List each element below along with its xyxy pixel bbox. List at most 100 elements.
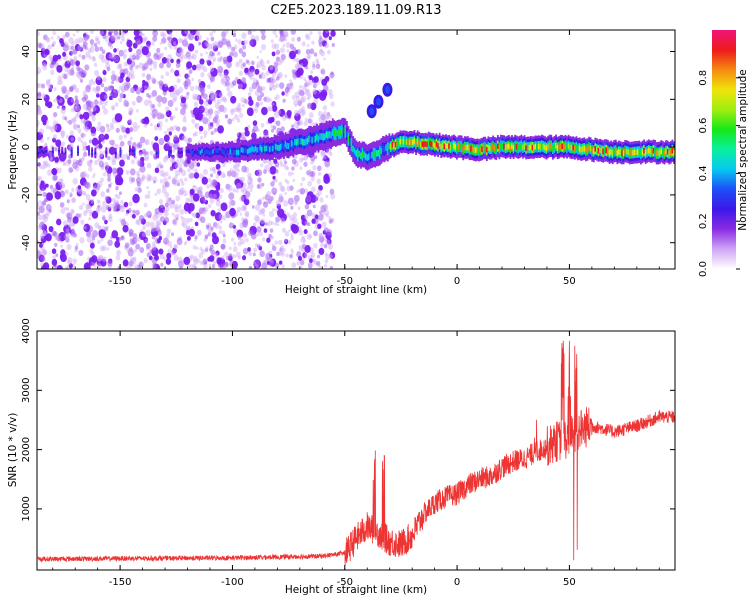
noise-speckle [268,261,273,267]
noise-speckle [295,57,300,63]
noise-speckle [139,247,145,254]
noise-speckle [150,122,153,127]
noise-speckle [178,86,184,94]
noise-speckle [239,238,246,245]
noise-speckle [166,30,173,35]
track-cell [416,138,419,145]
noise-speckle [122,224,129,233]
noise-speckle [89,233,94,239]
noise-speckle [43,213,49,220]
noise-speckle [188,228,195,237]
noise-speckle [230,109,235,115]
track-cell [350,141,353,148]
track-cell [397,140,400,147]
noise-speckle [140,178,144,183]
y-tick-label: -40 [21,235,32,251]
noise-speckle [329,265,333,269]
noise-speckle [92,229,99,238]
noise-speckle [146,186,149,190]
noise-speckle [232,188,237,193]
noise-speckle [287,197,294,206]
noise-speckle [115,127,120,133]
noise-speckle [237,102,241,107]
noise-speckle [127,248,132,254]
noise-speckle [239,212,243,216]
track-cell [281,142,284,149]
noise-speckle [173,95,178,101]
noise-speckle [49,84,54,89]
track-cell [179,151,182,155]
noise-speckle [71,197,77,204]
noise-speckle [250,69,256,77]
noise-speckle [167,41,173,48]
noise-speckle [228,246,232,251]
noise-speckle [37,109,41,116]
noise-speckle [61,141,66,146]
noise-speckle [278,193,283,199]
track-cell [592,148,595,154]
noise-speckle [46,37,50,42]
noise-speckle [52,137,57,143]
noise-speckle [47,44,52,50]
noise-speckle [262,237,266,242]
track-cell [616,150,619,156]
track-cell [239,149,241,156]
noise-speckle [192,107,200,117]
noise-speckle [96,125,101,132]
noise-speckle [185,73,190,79]
noise-speckle [298,108,303,114]
noise-speckle [131,101,136,106]
track-cell [596,146,598,153]
noise-speckle [212,235,220,245]
noise-speckle [218,57,222,62]
track-cell [511,143,513,150]
noise-speckle [120,72,125,79]
track-cell [509,144,512,151]
noise-speckle [193,265,197,269]
noise-speckle [170,126,174,132]
noise-speckle [91,105,97,112]
noise-speckle [316,178,321,184]
noise-speckle [311,218,316,224]
track-cell [371,151,373,159]
noise-speckle [269,65,274,70]
noise-speckle [80,139,84,144]
noise-speckle [226,55,233,63]
noise-speckle [37,108,42,114]
noise-speckle [97,121,102,127]
noise-speckle [260,60,265,67]
noise-speckle [64,206,67,211]
noise-speckle [93,263,97,268]
noise-speckle [48,208,52,213]
noise-speckle [102,77,107,83]
noise-speckle [307,171,312,178]
noise-speckle [98,53,104,60]
noise-speckle [50,187,56,193]
noise-speckle [52,134,58,140]
noise-speckle [306,43,310,47]
noise-speckle [154,207,160,215]
noise-speckle [92,175,95,179]
noise-speckle [186,235,191,241]
track-cell [454,144,457,150]
track-cell [358,150,361,158]
noise-speckle [249,187,253,193]
noise-speckle [307,118,312,124]
track-cell [575,144,578,151]
noise-speckle [68,37,74,44]
noise-speckle [105,38,109,43]
noise-speckle [205,118,211,124]
noise-speckle [76,74,80,78]
track-cell [429,140,432,147]
noise-speckle [164,171,169,177]
track-cell [608,149,611,156]
noise-speckle [206,225,210,230]
noise-speckle [263,96,268,102]
noise-speckle [71,41,75,46]
track-cell [375,150,378,157]
noise-speckle [168,32,173,38]
noise-speckle [315,63,321,70]
noise-speckle [256,232,260,237]
noise-speckle [53,87,57,91]
noise-speckle [120,200,124,204]
